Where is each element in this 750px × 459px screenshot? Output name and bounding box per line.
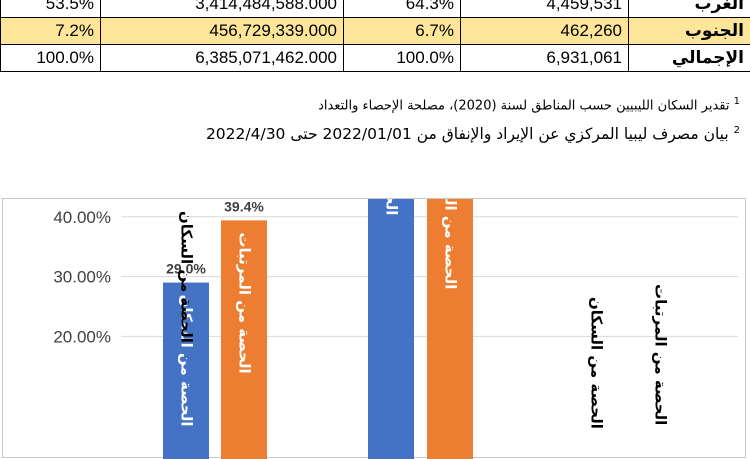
cell-share-spend: 7.2% (1, 18, 101, 45)
cell-region: الجنوب (629, 18, 750, 45)
cell-share-pop: 6.7% (344, 18, 461, 45)
legend-label: الحصة من السكان (588, 297, 606, 429)
cell-share-pop: 100.0% (344, 45, 461, 72)
cell-population: 462,260 (461, 18, 629, 45)
cell-region: الغرب (629, 0, 750, 18)
footnote-2-marker: 2 (734, 125, 740, 136)
chart-frame: 20.00%30.00%40.00%50.00%60.00%70.00%29.0… (2, 198, 746, 458)
y-tick-label: 40.00% (53, 208, 111, 227)
footnote-1: 1 تقدير السكان الليبيين حسب المناطق لسنة… (318, 96, 740, 113)
footnote-1-marker: 1 (734, 96, 740, 107)
cell-spend: 6,385,071,462.000 (101, 45, 344, 72)
y-tick-label: 30.00% (53, 268, 111, 287)
cell-share-spend: 53.5% (1, 0, 101, 18)
y-tick-label: 20.00% (53, 327, 111, 346)
bar-inner-label: الحصة من المرتبات (442, 199, 460, 289)
cell-share-pop: 64.3% (344, 0, 461, 18)
bar-chart: 20.00%30.00%40.00%50.00%60.00%70.00%29.0… (3, 199, 747, 459)
cell-spend: 3,414,484,588.000 (101, 0, 344, 18)
footnote-1-text: تقدير السكان الليبيين حسب المناطق لسنة (… (318, 98, 729, 113)
cell-population: 4,459,531 (461, 0, 629, 18)
group-outside-label: الحصة من السكان (178, 211, 196, 343)
footnote-2: 2 بيان مصرف ليبيا المركزي عن الإيراد وال… (206, 125, 740, 143)
cell-share-spend: 100.0% (1, 45, 101, 72)
legend-label: الحصة من المرتبات (652, 284, 670, 425)
cell-population: 6,931,061 (461, 45, 629, 72)
bar-inner-label: الحصة من المرتبات (236, 232, 254, 373)
cell-region: الإجمالي (629, 45, 750, 72)
bar (368, 199, 414, 459)
footnote-2-text: بيان مصرف ليبيا المركزي عن الإيراد والإن… (206, 125, 729, 143)
data-label: 39.4% (224, 199, 264, 214)
bar-inner-label: الحصة من السكان (383, 199, 401, 215)
cell-spend: 456,729,339.000 (101, 18, 344, 45)
